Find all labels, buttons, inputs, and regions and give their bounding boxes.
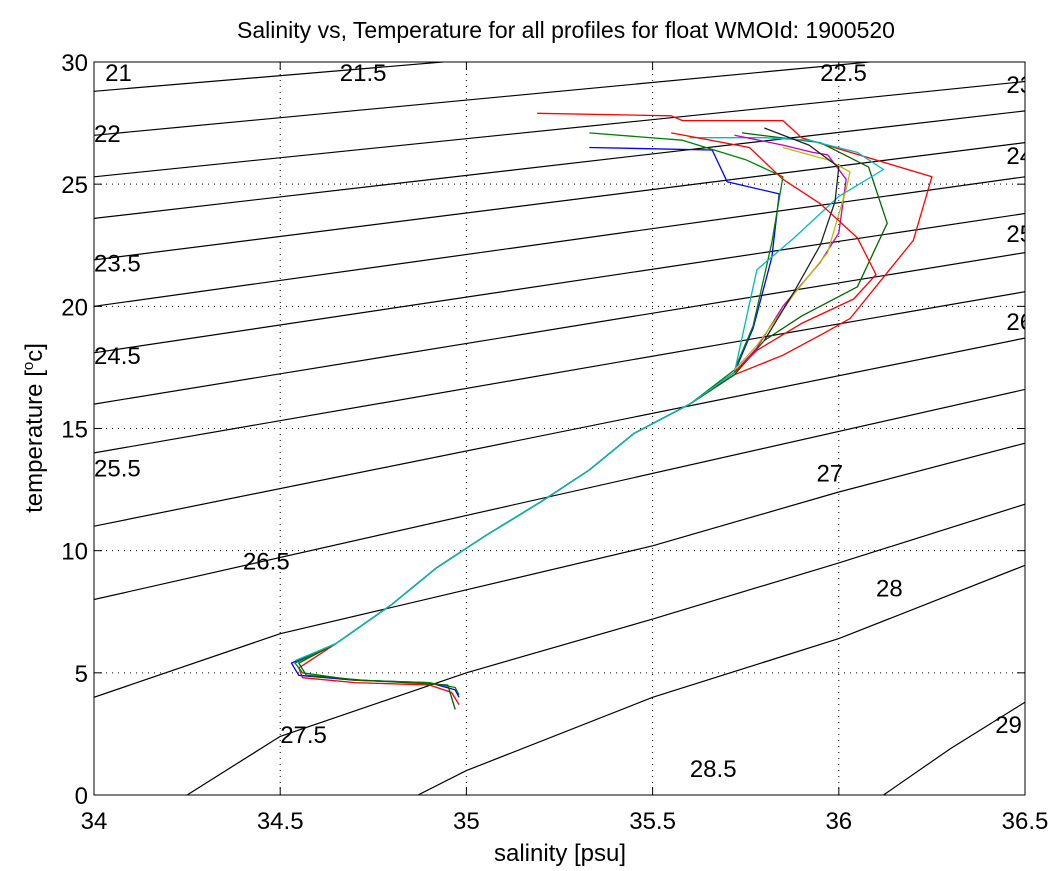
x-tick-label: 35	[453, 808, 480, 835]
isopycnal-label: 24.5	[94, 343, 141, 370]
isopycnal-label: 27	[816, 460, 843, 487]
plot-area	[94, 62, 1025, 795]
isopycnal-line	[94, 62, 876, 136]
isopycnal-label: 28	[876, 575, 903, 602]
isopycnal-label: 23	[1006, 72, 1033, 99]
profile-lines	[290, 112, 933, 710]
y-axis-label-sup: o	[20, 362, 37, 370]
isopycnal-label: 29	[995, 712, 1022, 739]
isopycnal-line	[94, 442, 1025, 698]
isopycnal-label: 28.5	[690, 756, 737, 783]
isopycnal-line	[94, 252, 1025, 405]
isopycnal-label: 27.5	[280, 722, 327, 749]
isopycnal-line	[186, 503, 1025, 795]
x-tick-label: 36.5	[1002, 808, 1049, 835]
isopycnal-line	[94, 62, 450, 92]
y-axis-label: temperature [oc]	[20, 343, 48, 513]
x-tick-label: 34	[81, 808, 108, 835]
isopycnal-label: 22.5	[820, 60, 867, 87]
y-tick-label: 10	[61, 539, 88, 566]
isopycnal-line	[94, 337, 1025, 527]
y-tick-label: 25	[61, 172, 88, 199]
isopycnal-line	[94, 212, 1025, 354]
isopycnal-line	[417, 564, 1025, 795]
profile-series-line	[763, 127, 840, 341]
x-tick-label: 34.5	[257, 808, 304, 835]
profile-series-line	[294, 137, 885, 662]
isopycnal-label: 26	[1006, 309, 1033, 336]
isopycnal-line	[94, 176, 1025, 307]
x-axis-label: salinity [psu]	[494, 840, 626, 867]
isopycnal-line	[94, 110, 1025, 219]
profile-series-line	[671, 132, 877, 373]
grid-lines	[94, 62, 1025, 795]
y-tick-label: 15	[61, 417, 88, 444]
isopycnal-label: 22	[94, 121, 121, 148]
isopycnal-label: 26.5	[243, 548, 290, 575]
isopycnal-line	[94, 80, 1025, 178]
axis-ticks: 34 34.5 35 35.5 36 36.5 0 5 10 15 20 25 30	[61, 50, 1048, 835]
isopycnal-contours	[94, 62, 1025, 795]
y-axis-label-end: c]	[21, 343, 48, 362]
x-tick-label: 36	[825, 808, 852, 835]
y-axis-label-main: temperature [	[21, 370, 48, 513]
isopycnal-label: 25.5	[94, 456, 141, 483]
isopycnal-label: 25	[1006, 221, 1033, 248]
isopycnal-label: 21	[105, 60, 132, 87]
y-tick-label: 20	[61, 294, 88, 321]
isopycnal-line	[883, 701, 1025, 795]
isopycnal-line	[94, 291, 1025, 454]
isopycnal-line	[94, 142, 1025, 261]
isopycnal-label: 23.5	[94, 250, 141, 277]
isopycnal-label: 21.5	[340, 60, 387, 87]
isopycnal-label: 24	[1006, 143, 1033, 170]
isopycnal-line	[94, 388, 1025, 601]
x-tick-label: 35.5	[629, 808, 676, 835]
chart-title: Salinity vs, Temperature for all profile…	[237, 17, 895, 43]
y-tick-label: 0	[75, 783, 88, 810]
y-tick-label: 30	[61, 50, 88, 77]
y-tick-label: 5	[75, 661, 88, 688]
isopycnal-labels: 21 21.5 22 22.5 23 23.5 24 24.5 25 25.5 26 26.5 27 28…	[94, 60, 1033, 783]
